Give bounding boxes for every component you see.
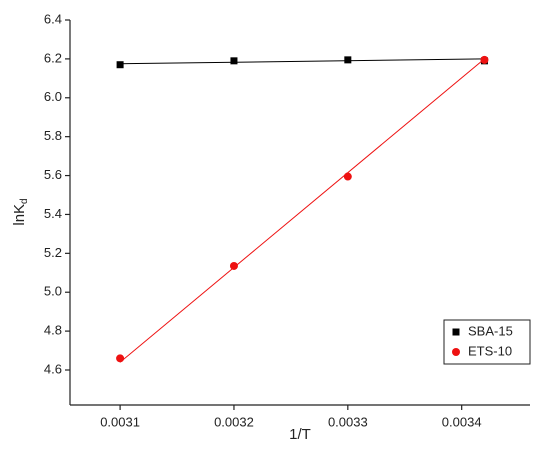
point (230, 57, 238, 65)
point (344, 56, 352, 64)
x-tick-label: 0.0034 (442, 414, 482, 429)
y-tick-label: 6.4 (44, 11, 62, 26)
y-axis-label-sub: d (19, 198, 30, 204)
point (343, 172, 352, 181)
point (116, 61, 124, 69)
y-tick-label: 6.0 (44, 89, 62, 104)
fit-line (120, 58, 485, 65)
y-tick-label: 4.6 (44, 361, 62, 376)
legend-marker (452, 328, 460, 336)
y-tick-label: 4.8 (44, 323, 62, 338)
y-axis-label-main: lnK (11, 204, 28, 226)
y-tick-label: 5.2 (44, 245, 62, 260)
x-tick-label: 0.0033 (328, 414, 368, 429)
legend-marker (452, 348, 460, 356)
fit-line (119, 58, 485, 363)
x-axis-label: 1/T (289, 426, 311, 443)
y-tick-label: 6.2 (44, 50, 62, 65)
x-tick-label: 0.0032 (214, 414, 254, 429)
legend-label: SBA-15 (468, 323, 513, 338)
legend-label: ETS-10 (468, 343, 512, 358)
y-axis-label: lnKd (11, 198, 30, 225)
y-tick-label: 5.0 (44, 284, 62, 299)
y-tick-label: 5.4 (44, 206, 62, 221)
point (229, 261, 238, 270)
point (480, 55, 489, 64)
y-tick-label: 5.6 (44, 167, 62, 182)
point (116, 354, 125, 363)
y-tick-label: 5.8 (44, 128, 62, 143)
x-tick-label: 0.0031 (100, 414, 140, 429)
legend-box (443, 319, 531, 365)
